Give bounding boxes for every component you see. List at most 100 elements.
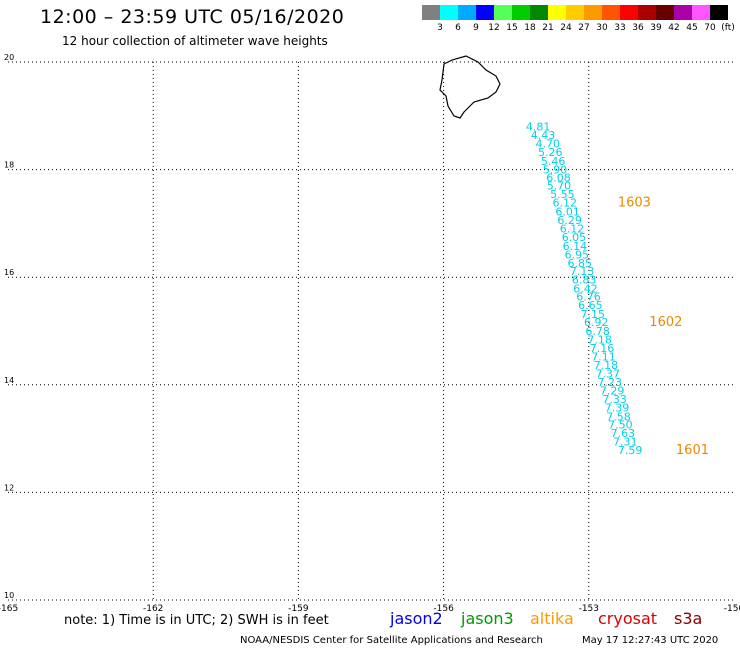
swh-point-label: 7.63 xyxy=(611,427,636,440)
lat-tick-label: 18 xyxy=(4,161,14,170)
swh-point-label: 6.78 xyxy=(585,325,610,338)
color-scale-labels: 3 6 9 12 15 18 21 24 27 30 33 36 39 42 45 70 (ft) xyxy=(422,20,740,34)
swh-point-label: 7.13 xyxy=(570,265,595,278)
color-scale-label: 42 xyxy=(668,23,680,33)
lat-tick-label: 20 xyxy=(4,53,14,62)
lon-tick-label: -162 xyxy=(143,604,163,614)
buoy-label: 1602 xyxy=(649,315,682,330)
footer-credit: NOAA/NESDIS Center for Satellite Applica… xyxy=(240,635,543,646)
color-swatch xyxy=(674,5,692,20)
lon-tick-label: -153 xyxy=(579,604,599,614)
color-scale-label: 18 xyxy=(524,23,536,33)
buoy-label: 1603 xyxy=(618,196,651,211)
swh-point-label: 5.26 xyxy=(538,146,563,159)
swh-point-label: 7.31 xyxy=(613,436,638,449)
color-swatch xyxy=(710,5,728,20)
swh-point-label: 7.37 xyxy=(596,367,621,380)
swh-point-label: 7.15 xyxy=(581,308,606,321)
lat-tick-label: 12 xyxy=(4,483,14,492)
color-scale-label: 36 xyxy=(632,23,644,33)
swh-point-label: 6.14 xyxy=(563,240,588,253)
lat-tick-label: 14 xyxy=(4,376,14,385)
lon-tick-label: -159 xyxy=(288,604,309,614)
legend-s3a: s3a xyxy=(674,609,703,628)
swh-point-label: 4.70 xyxy=(536,138,561,151)
legend-altika: altika xyxy=(530,609,574,628)
color-swatch xyxy=(512,5,530,20)
lat-tick-label: 16 xyxy=(4,268,14,277)
color-swatch xyxy=(584,5,602,20)
swh-point-label: 5.55 xyxy=(550,188,575,201)
swh-point-label: 7.18 xyxy=(594,359,619,372)
color-scale-label: 39 xyxy=(650,23,662,33)
buoy-labels: 1603 1602 1601 xyxy=(618,196,709,458)
swh-point-label: 6.85 xyxy=(568,257,593,270)
color-scale-label: 24 xyxy=(560,23,572,33)
color-swatch xyxy=(422,5,440,20)
color-swatch xyxy=(530,5,548,20)
swh-point-label: 6.92 xyxy=(584,316,609,329)
color-scale-label: 12 xyxy=(488,23,500,33)
map-title: 12:00 – 23:59 UTC 05/16/2020 xyxy=(40,6,345,28)
swh-point-label: 7.29 xyxy=(600,384,625,397)
color-scale-label: (ft) xyxy=(721,23,735,33)
color-swatch xyxy=(458,5,476,20)
color-scale-label: 30 xyxy=(596,23,608,33)
swh-point-label: 5.70 xyxy=(547,180,572,193)
lon-tick-label: -150 xyxy=(724,604,740,614)
lat-tick-label: 10 xyxy=(4,591,14,600)
swh-point-label: 6.95 xyxy=(565,248,590,261)
swh-point-label: 7.11 xyxy=(591,351,616,364)
swh-point-label: 5.46 xyxy=(541,155,566,168)
swh-point-label: 6.05 xyxy=(562,231,587,244)
color-swatch xyxy=(602,5,620,20)
color-scale: 3 6 9 12 15 18 21 24 27 30 33 36 39 42 45 70 (ft) xyxy=(422,5,740,34)
color-scale-label: 45 xyxy=(686,23,698,33)
swh-point-label: 6.08 xyxy=(546,171,571,184)
swh-point-label: 6.65 xyxy=(578,299,603,312)
axis-labels: -165 -162 -159 -156 -153 -150 20 18 16 14 12 10 xyxy=(0,53,740,614)
footer-timestamp: May 17 12:27:43 UTC 2020 xyxy=(582,635,719,646)
legend-jason3: jason3 xyxy=(461,609,514,628)
legend-jason2: jason2 xyxy=(390,609,443,628)
map-grid xyxy=(8,61,734,601)
color-swatch xyxy=(620,5,638,20)
color-scale-label: 15 xyxy=(506,23,518,33)
color-scale-label: 3 xyxy=(437,23,443,33)
color-swatch xyxy=(476,5,494,20)
swh-point-label: 6.12 xyxy=(560,223,585,236)
swh-point-label: 6.01 xyxy=(555,205,580,218)
swh-point-label: 7.16 xyxy=(590,342,615,355)
buoy-label: 1601 xyxy=(676,443,709,458)
swh-point-label: 7.33 xyxy=(602,393,627,406)
color-swatch xyxy=(548,5,566,20)
swh-point-label: 7.50 xyxy=(608,418,633,431)
swh-point-label: 6.29 xyxy=(557,214,582,227)
swh-point-label: 6.42 xyxy=(573,282,598,295)
color-scale-label: 6 xyxy=(455,23,461,33)
legend-cryosat: cryosat xyxy=(598,609,658,628)
swh-point-label: 7.59 xyxy=(618,444,643,457)
color-swatch xyxy=(494,5,512,20)
island-coastline xyxy=(439,55,501,119)
swh-point-label: 7.39 xyxy=(605,402,630,415)
lon-tick-label: -156 xyxy=(433,604,454,614)
swh-point-label: 6.76 xyxy=(576,290,601,303)
swh-point-label: 4.43 xyxy=(531,129,556,142)
map-subtitle: 12 hour collection of altimeter wave hei… xyxy=(62,34,328,48)
color-swatch xyxy=(638,5,656,20)
swh-points: 4.814.434.705.265.465.906.085.705.556.12… xyxy=(526,120,642,457)
color-swatch xyxy=(440,5,458,20)
color-scale-label: 27 xyxy=(578,23,590,33)
color-swatch xyxy=(656,5,674,20)
swh-point-label: 6.12 xyxy=(553,197,578,210)
swh-point-label: 6.83 xyxy=(572,274,597,287)
color-scale-label: 9 xyxy=(473,23,479,33)
color-scale-label: 33 xyxy=(614,23,626,33)
swh-point-label: 4.81 xyxy=(526,120,551,133)
lon-tick-label: -165 xyxy=(0,604,18,614)
swh-point-label: 5.90 xyxy=(543,163,568,176)
color-swatch xyxy=(692,5,710,20)
color-scale-label: 70 xyxy=(704,23,716,33)
